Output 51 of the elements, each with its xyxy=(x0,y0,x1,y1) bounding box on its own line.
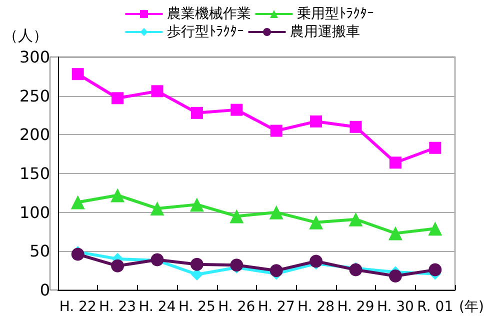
point xyxy=(190,106,203,119)
x-tick-label: H. 23 xyxy=(99,299,136,315)
point xyxy=(269,205,284,220)
x-tick-label: H. 25 xyxy=(178,299,216,315)
point xyxy=(348,212,363,226)
point xyxy=(270,264,283,278)
legend-label: 農業機械作業 xyxy=(167,6,251,22)
legend-label: 乗用型ﾄﾗｸﾀｰ xyxy=(297,6,374,22)
y-axis-title: （人） xyxy=(3,26,48,44)
x-tick-label: H. 24 xyxy=(138,299,176,315)
y-tick-label: 150 xyxy=(19,164,50,183)
y-tick-label: 0 xyxy=(40,280,50,300)
y-tick-label: 250 xyxy=(19,86,50,106)
point xyxy=(112,92,124,104)
point xyxy=(111,259,124,272)
x-tick-label: H. 29 xyxy=(337,299,374,315)
x-axis-title: (年) xyxy=(459,299,484,315)
point xyxy=(428,222,442,236)
y-tick-label: 200 xyxy=(19,125,50,144)
point xyxy=(150,201,164,216)
x-tick-label: H. 26 xyxy=(218,299,256,315)
point xyxy=(428,263,442,276)
y-tick-label: 300 xyxy=(19,48,50,66)
y-tick-label: 50 xyxy=(30,242,50,261)
x-tick-label: R. 01 xyxy=(417,299,454,315)
point xyxy=(389,156,402,169)
point xyxy=(71,248,84,261)
point xyxy=(190,258,204,271)
x-tick-label: H. 30 xyxy=(376,299,414,315)
point xyxy=(70,195,85,210)
point xyxy=(230,104,243,116)
point xyxy=(388,270,402,283)
point xyxy=(310,254,323,268)
point xyxy=(429,142,442,154)
point xyxy=(72,68,84,80)
legend-label: 歩行型ﾄﾗｸﾀｰ xyxy=(167,24,244,40)
point xyxy=(190,198,204,212)
x-tick-label: H. 27 xyxy=(258,299,295,315)
point xyxy=(151,85,164,98)
legend-label: 農用運搬車 xyxy=(290,24,360,40)
point xyxy=(270,124,282,137)
point xyxy=(309,215,324,230)
point xyxy=(350,120,362,133)
x-tick-label: H. 22 xyxy=(59,299,96,315)
point xyxy=(230,258,244,272)
point xyxy=(230,209,244,224)
point xyxy=(310,115,322,128)
y-tick-label: 100 xyxy=(19,202,50,222)
point xyxy=(388,226,402,240)
x-tick-label: H. 28 xyxy=(298,299,335,315)
point xyxy=(110,188,125,202)
